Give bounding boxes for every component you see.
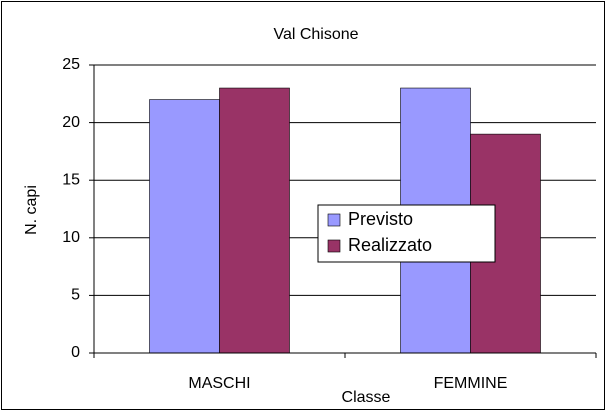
legend-swatch — [327, 239, 341, 253]
legend-box — [317, 204, 496, 263]
bar — [149, 99, 220, 354]
y-tick-label: 25 — [62, 56, 80, 73]
x-axis-label: Classe — [342, 389, 391, 406]
legend-label: Realizzato — [348, 235, 432, 255]
legend-swatch — [327, 213, 341, 227]
y-tick-label: 15 — [62, 171, 80, 188]
y-axis-label: N. capi — [23, 185, 40, 235]
bar — [219, 87, 290, 354]
y-tick-label: 5 — [71, 287, 80, 304]
y-tick-label: 20 — [62, 114, 80, 131]
x-tick-label: MASCHI — [188, 375, 250, 392]
y-tick-label: 0 — [71, 344, 80, 361]
legend-label: Previsto — [348, 209, 413, 229]
x-tick-label: FEMMINE — [434, 375, 508, 392]
y-tick-label: 10 — [62, 229, 80, 246]
chart-title: Val Chisone — [273, 26, 358, 43]
